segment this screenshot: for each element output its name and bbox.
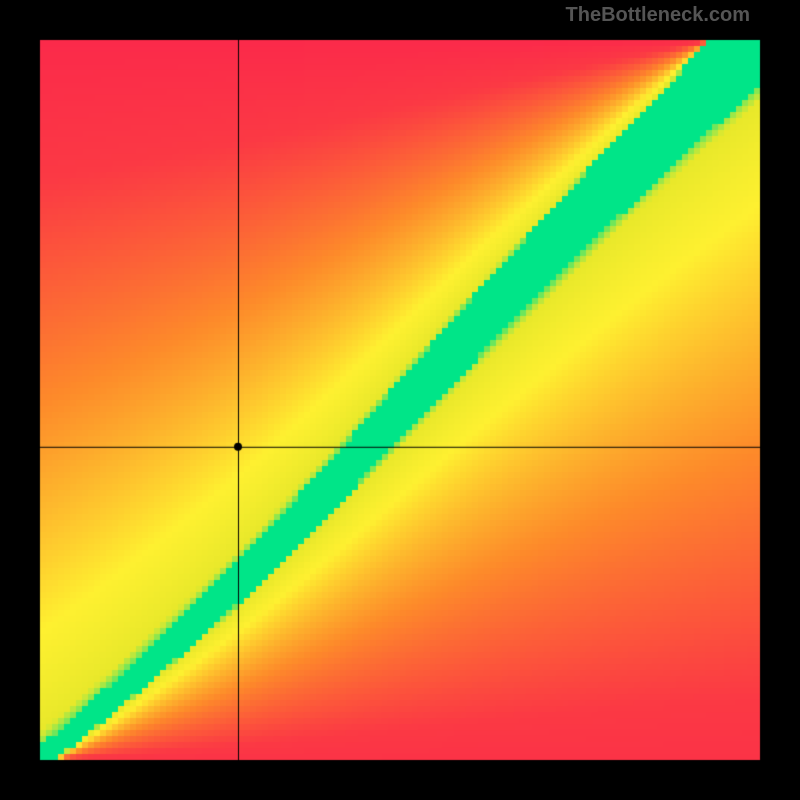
- attribution-text: TheBottleneck.com: [566, 4, 750, 27]
- bottleneck-heatmap: [0, 0, 800, 800]
